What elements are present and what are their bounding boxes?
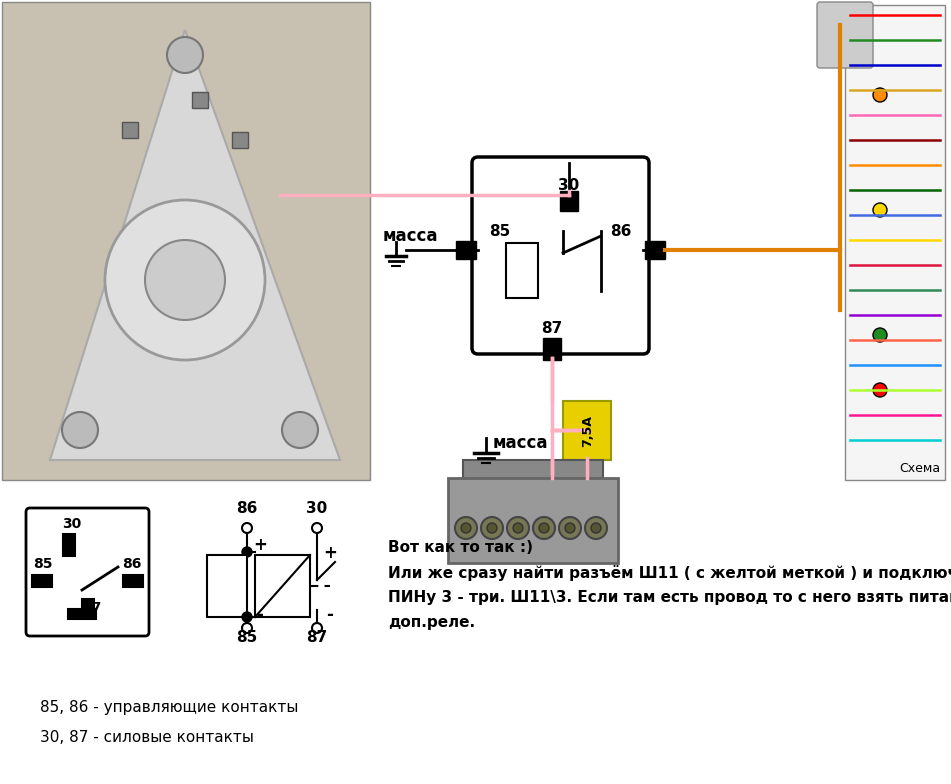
Circle shape [145, 240, 225, 320]
Text: 86: 86 [611, 224, 631, 239]
Text: масса: масса [383, 227, 438, 245]
Circle shape [873, 203, 887, 217]
Text: 87: 87 [542, 321, 563, 336]
FancyBboxPatch shape [26, 508, 149, 636]
Text: Или же сразу найти разъём Ш11 ( с желтой меткой ) и подключиться к: Или же сразу найти разъём Ш11 ( с желтой… [388, 565, 951, 581]
Circle shape [481, 517, 503, 539]
Bar [82, 599, 94, 613]
Circle shape [559, 517, 581, 539]
Text: масса: масса [493, 434, 549, 452]
Bar [645, 241, 665, 259]
Bar [255, 555, 310, 617]
Text: 85, 86 - управляющие контакты: 85, 86 - управляющие контакты [40, 700, 299, 715]
Text: 7,5А: 7,5А [581, 415, 593, 447]
Text: 30: 30 [558, 177, 579, 193]
Circle shape [591, 523, 601, 533]
Circle shape [533, 517, 555, 539]
FancyBboxPatch shape [448, 478, 618, 563]
Circle shape [487, 523, 497, 533]
Text: 86: 86 [123, 557, 142, 571]
Circle shape [873, 383, 887, 397]
Text: Схема: Схема [899, 462, 940, 475]
Circle shape [242, 623, 252, 633]
Bar [463, 460, 603, 482]
Text: -: - [326, 606, 334, 624]
Text: доп.реле.: доп.реле. [388, 615, 476, 630]
Bar [560, 191, 578, 211]
Circle shape [167, 37, 203, 73]
Bar [123, 575, 143, 587]
Circle shape [105, 200, 265, 360]
Text: 86: 86 [236, 501, 258, 516]
Polygon shape [50, 30, 340, 460]
Circle shape [312, 523, 322, 533]
Circle shape [282, 412, 318, 448]
Circle shape [565, 523, 575, 533]
Text: -: - [257, 606, 263, 624]
Bar [207, 555, 247, 617]
Text: +: + [323, 544, 337, 562]
Circle shape [539, 523, 549, 533]
Bar [506, 243, 538, 298]
Circle shape [62, 412, 98, 448]
Circle shape [242, 547, 252, 557]
FancyBboxPatch shape [817, 2, 873, 68]
Circle shape [873, 328, 887, 342]
Text: ПИНу 3 - три. Ш11\3. Если там есть провод то с него взять питание на: ПИНу 3 - три. Ш11\3. Если там есть прово… [388, 590, 951, 605]
Circle shape [513, 523, 523, 533]
Text: 85: 85 [33, 557, 52, 571]
Text: 85: 85 [237, 630, 258, 645]
FancyBboxPatch shape [563, 401, 611, 460]
Bar [63, 534, 75, 556]
Circle shape [461, 523, 471, 533]
Text: 30: 30 [63, 517, 82, 531]
Circle shape [242, 612, 252, 622]
Circle shape [585, 517, 607, 539]
Bar [68, 609, 96, 619]
Circle shape [507, 517, 529, 539]
Bar [845, 5, 945, 480]
Bar [192, 92, 208, 108]
Circle shape [455, 517, 477, 539]
Text: 85: 85 [490, 224, 511, 239]
Bar [122, 122, 138, 138]
Circle shape [873, 88, 887, 102]
Text: 87: 87 [306, 630, 328, 645]
Text: 87: 87 [83, 601, 102, 615]
Text: 30: 30 [306, 501, 328, 516]
Bar [232, 132, 248, 148]
Circle shape [242, 523, 252, 533]
Bar [456, 241, 476, 259]
Text: Вот как то так :): Вот как то так :) [388, 540, 533, 555]
Circle shape [312, 623, 322, 633]
Bar [543, 338, 561, 360]
Bar [2, 2, 370, 480]
Text: 30, 87 - силовые контакты: 30, 87 - силовые контакты [40, 730, 254, 745]
FancyBboxPatch shape [472, 157, 649, 354]
Bar [32, 575, 52, 587]
Text: +: + [253, 536, 267, 554]
